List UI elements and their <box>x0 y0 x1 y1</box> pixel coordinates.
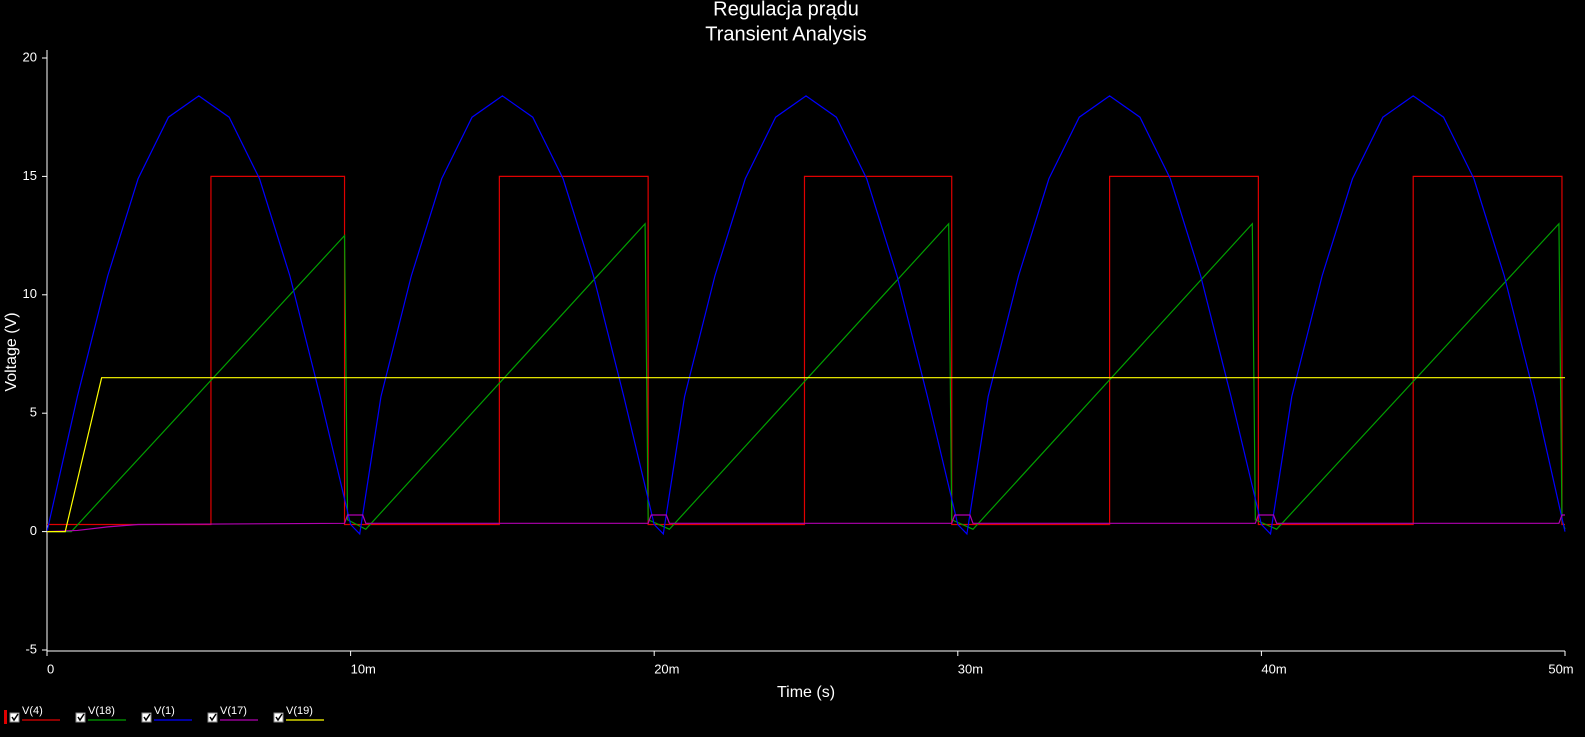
y-tick-label: -5 <box>25 641 37 656</box>
x-axis-label: Time (s) <box>777 684 835 701</box>
plot-area <box>47 95 1566 536</box>
series-line <box>47 222 1566 533</box>
legend-item: V(19) <box>273 705 324 723</box>
legend-item: V(17) <box>207 705 258 723</box>
chart-title: Regulacja prądu <box>713 0 859 20</box>
legend-checkbox[interactable] <box>9 712 20 723</box>
x-tick-label: 10m <box>351 661 376 676</box>
x-tick-label: 30m <box>958 661 983 676</box>
legend-checkbox[interactable] <box>141 712 152 723</box>
y-tick-label: 10 <box>23 286 37 301</box>
legend-checkbox[interactable] <box>273 712 284 723</box>
y-tick-label: 15 <box>23 168 37 183</box>
legend-label: V(4) <box>22 705 43 717</box>
x-tick-label: 50m <box>1548 661 1573 676</box>
series-line <box>47 377 1565 533</box>
x-tick-label: 40m <box>1261 661 1286 676</box>
x-tick-label: 0 <box>47 661 54 676</box>
x-tick-label: 20m <box>654 661 679 676</box>
legend-item: V(4) <box>9 705 60 723</box>
legend-check <box>209 713 217 722</box>
legend-label: V(18) <box>88 705 115 717</box>
y-axis-label: Voltage (V) <box>3 312 20 391</box>
y-tick-label: 5 <box>30 405 37 420</box>
legend-check <box>275 713 283 722</box>
y-tick-label: 20 <box>23 49 37 64</box>
legend-label: V(19) <box>286 705 313 717</box>
legend-label: V(17) <box>220 705 247 717</box>
series-line <box>47 175 1565 526</box>
legend-item: V(18) <box>75 705 126 723</box>
legend-check <box>77 713 85 722</box>
legend-selection <box>4 710 7 724</box>
chart-subtitle: Transient Analysis <box>705 23 867 45</box>
y-tick-label: 0 <box>30 523 37 538</box>
legend-label: V(1) <box>154 705 175 717</box>
legend-checkbox[interactable] <box>75 712 86 723</box>
legend-check <box>11 713 19 722</box>
legend-checkbox[interactable] <box>207 712 218 723</box>
legend-check <box>143 713 151 722</box>
series-line <box>47 514 1565 533</box>
series-line <box>47 95 1566 536</box>
legend-item: V(1) <box>141 705 192 723</box>
